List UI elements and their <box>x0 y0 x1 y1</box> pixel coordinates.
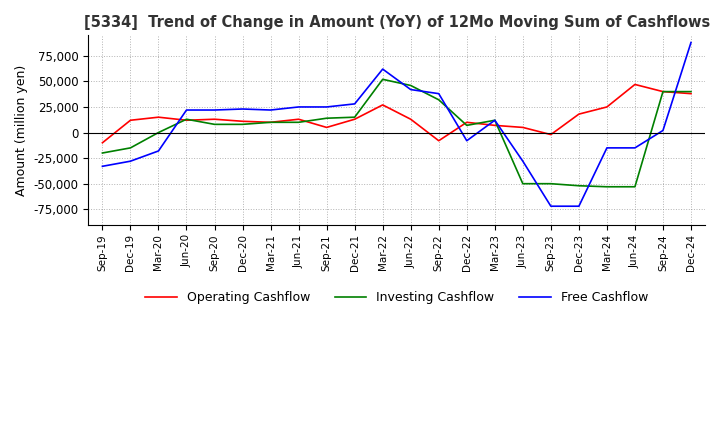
Free Cashflow <box>575 204 583 209</box>
Title: [5334]  Trend of Change in Amount (YoY) of 12Mo Moving Sum of Cashflows: [5334] Trend of Change in Amount (YoY) o… <box>84 15 710 30</box>
Operating Cashflow <box>126 117 135 123</box>
Free Cashflow <box>294 104 303 110</box>
Free Cashflow <box>434 91 443 96</box>
Investing Cashflow <box>323 116 331 121</box>
Operating Cashflow <box>462 120 471 125</box>
Investing Cashflow <box>575 183 583 188</box>
Investing Cashflow <box>238 122 247 127</box>
Free Cashflow <box>154 148 163 154</box>
Investing Cashflow <box>379 77 387 82</box>
Operating Cashflow <box>238 119 247 124</box>
Operating Cashflow <box>406 117 415 122</box>
Free Cashflow <box>631 145 639 150</box>
Investing Cashflow <box>182 117 191 122</box>
Investing Cashflow <box>462 123 471 128</box>
Free Cashflow <box>126 158 135 164</box>
Operating Cashflow <box>434 138 443 143</box>
Investing Cashflow <box>659 89 667 94</box>
Investing Cashflow <box>546 181 555 186</box>
Free Cashflow <box>518 158 527 164</box>
Legend: Operating Cashflow, Investing Cashflow, Free Cashflow: Operating Cashflow, Investing Cashflow, … <box>140 286 653 309</box>
Free Cashflow <box>546 204 555 209</box>
Investing Cashflow <box>154 130 163 135</box>
Free Cashflow <box>182 107 191 113</box>
Investing Cashflow <box>351 114 359 120</box>
Operating Cashflow <box>351 117 359 122</box>
Operating Cashflow <box>575 111 583 117</box>
Free Cashflow <box>210 107 219 113</box>
Free Cashflow <box>266 107 275 113</box>
Operating Cashflow <box>490 123 499 128</box>
Investing Cashflow <box>294 120 303 125</box>
Operating Cashflow <box>154 114 163 120</box>
Operating Cashflow <box>687 91 696 96</box>
Free Cashflow <box>659 128 667 133</box>
Y-axis label: Amount (million yen): Amount (million yen) <box>15 64 28 196</box>
Free Cashflow <box>490 117 499 123</box>
Line: Free Cashflow: Free Cashflow <box>102 43 691 206</box>
Operating Cashflow <box>631 82 639 87</box>
Line: Investing Cashflow: Investing Cashflow <box>102 79 691 187</box>
Free Cashflow <box>687 40 696 45</box>
Operating Cashflow <box>266 120 275 125</box>
Free Cashflow <box>351 101 359 106</box>
Investing Cashflow <box>434 97 443 103</box>
Operating Cashflow <box>659 89 667 94</box>
Free Cashflow <box>462 138 471 143</box>
Investing Cashflow <box>490 117 499 123</box>
Operating Cashflow <box>518 125 527 130</box>
Operating Cashflow <box>603 104 611 110</box>
Investing Cashflow <box>603 184 611 189</box>
Investing Cashflow <box>126 145 135 150</box>
Operating Cashflow <box>98 140 107 145</box>
Investing Cashflow <box>687 89 696 94</box>
Operating Cashflow <box>210 117 219 122</box>
Free Cashflow <box>379 66 387 72</box>
Investing Cashflow <box>518 181 527 186</box>
Investing Cashflow <box>266 120 275 125</box>
Operating Cashflow <box>182 117 191 123</box>
Free Cashflow <box>238 106 247 112</box>
Line: Operating Cashflow: Operating Cashflow <box>102 84 691 143</box>
Investing Cashflow <box>406 83 415 88</box>
Investing Cashflow <box>631 184 639 189</box>
Free Cashflow <box>323 104 331 110</box>
Investing Cashflow <box>210 122 219 127</box>
Operating Cashflow <box>323 125 331 130</box>
Operating Cashflow <box>546 132 555 137</box>
Free Cashflow <box>603 145 611 150</box>
Free Cashflow <box>406 87 415 92</box>
Investing Cashflow <box>98 150 107 156</box>
Free Cashflow <box>98 164 107 169</box>
Operating Cashflow <box>294 117 303 122</box>
Operating Cashflow <box>379 102 387 107</box>
